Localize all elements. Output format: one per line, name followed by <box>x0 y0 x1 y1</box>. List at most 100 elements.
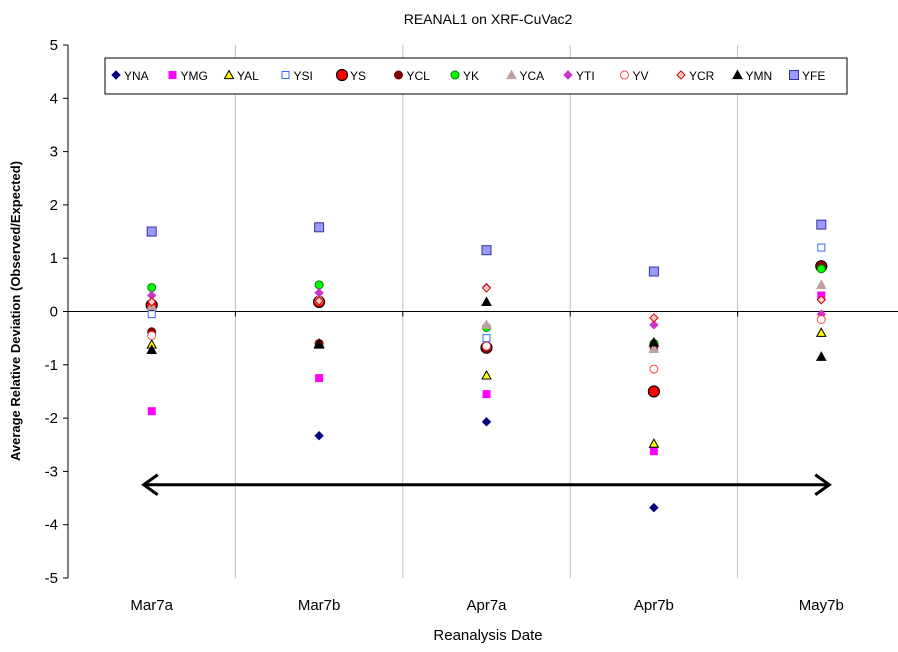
data-point <box>648 343 660 353</box>
x-axis-label: Reanalysis Date <box>433 627 542 644</box>
legend-marker <box>506 69 517 80</box>
legend-marker <box>563 70 573 80</box>
data-point <box>649 320 659 330</box>
legend-label: YK <box>463 69 479 83</box>
legend-marker <box>223 69 235 80</box>
y-tick-label: 1 <box>50 250 58 267</box>
legend-marker <box>450 70 460 80</box>
data-point <box>649 313 659 323</box>
data-point <box>816 219 827 230</box>
y-axis-ticks: 5 4 3 2 1 0 -1 -2 -3 -4 -5 <box>45 37 68 587</box>
legend-marker <box>394 70 403 80</box>
data-point <box>648 266 659 277</box>
legend-label: YCR <box>689 69 715 83</box>
data-point <box>147 283 157 293</box>
legend-item: YMN <box>732 69 773 83</box>
data-point <box>314 296 324 306</box>
legend-label: YAL <box>237 69 259 83</box>
legend-label: YNA <box>124 69 149 83</box>
legend-item: YTI <box>563 69 595 83</box>
y-tick-label: -4 <box>45 517 58 534</box>
legend-item: YMG <box>168 69 208 83</box>
legend-marker <box>168 71 177 79</box>
data-point <box>815 351 827 361</box>
data-point <box>481 296 492 307</box>
x-tick-label: Apr7a <box>466 597 507 614</box>
data-point <box>649 502 659 513</box>
data-point <box>314 280 324 290</box>
data-point <box>649 447 658 456</box>
data-point <box>816 264 826 274</box>
data-point <box>314 222 325 233</box>
y-tick-label: 5 <box>50 37 58 54</box>
x-tick-label: Mar7a <box>130 597 173 614</box>
y-tick-label: -5 <box>45 570 58 587</box>
data-point <box>146 226 157 237</box>
data-point <box>649 364 659 374</box>
data-point <box>817 243 826 252</box>
chart-title: REANAL1 on XRF-CuVac2 <box>404 11 573 27</box>
x-tick-label: Apr7b <box>634 597 674 614</box>
data-point <box>481 417 492 427</box>
series-yfe <box>146 219 827 277</box>
series-ymn <box>146 296 827 361</box>
legend-label: YCL <box>407 69 431 83</box>
data-point <box>647 385 661 398</box>
legend-label: YS <box>350 69 366 83</box>
legend-label: YFE <box>802 69 825 83</box>
data-point <box>481 283 492 293</box>
data-point <box>482 341 491 351</box>
legend-marker <box>676 70 686 80</box>
legend-label: YMN <box>746 69 773 83</box>
y-axis-label: Average Relative Deviation (Observed/Exp… <box>8 161 23 461</box>
arrow-head-left <box>141 473 159 496</box>
y-tick-label: 4 <box>50 90 58 107</box>
data-point <box>815 327 827 337</box>
data-point <box>648 438 660 448</box>
legend-item: YCR <box>676 69 715 83</box>
data-point <box>147 330 157 340</box>
data-point <box>314 288 324 298</box>
legend: YNA YMG YAL YSI YS YCL YK YCA YTI YV YCR YMN YFE <box>104 57 848 95</box>
legend-item: YCA <box>506 69 545 83</box>
data-point <box>481 319 492 329</box>
legend-item: YCL <box>394 69 431 83</box>
legend-label: YCA <box>520 69 545 83</box>
legend-item: YS <box>335 68 366 83</box>
data-point <box>816 314 826 324</box>
data-point <box>315 374 324 383</box>
y-tick-label: 3 <box>50 144 58 161</box>
range-arrow <box>141 473 832 496</box>
y-tick-label: -3 <box>45 463 58 480</box>
x-tick-label: Mar7b <box>298 597 341 614</box>
y-tick-label: -1 <box>45 357 58 374</box>
legend-item: YV <box>620 69 649 83</box>
legend-label: YTI <box>576 69 595 83</box>
data-point <box>482 390 491 399</box>
legend-marker <box>111 70 121 80</box>
data-point <box>648 336 660 347</box>
x-axis-ticks: Mar7a Mar7b Apr7a Apr7b May7b <box>67 311 844 614</box>
arrow-head-right <box>814 473 832 496</box>
legend-marker <box>335 68 349 82</box>
legend-item: YK <box>450 69 479 83</box>
x-tick-label: May7b <box>799 597 844 614</box>
y-tick-label: 0 <box>50 304 58 321</box>
data-point <box>147 310 156 319</box>
y-tick-label: -2 <box>45 410 58 427</box>
legend-item: YSI <box>281 69 313 83</box>
legend-marker <box>281 71 290 79</box>
legend-label: YV <box>633 69 649 83</box>
data-point <box>482 334 491 343</box>
legend-label: YSI <box>294 69 313 83</box>
y-tick-label: 2 <box>50 197 58 214</box>
data-point <box>816 295 827 305</box>
legend-item: YFE <box>789 69 825 83</box>
data-point <box>146 344 158 354</box>
data-point <box>147 407 156 416</box>
data-point <box>146 297 157 307</box>
data-points <box>145 219 828 513</box>
data-point <box>313 339 325 349</box>
legend-marker <box>789 70 799 80</box>
